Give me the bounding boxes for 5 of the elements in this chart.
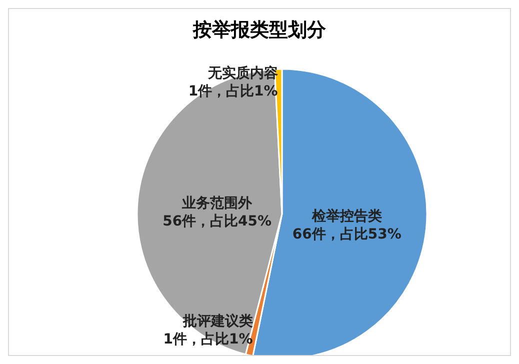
data-label: 66件，占比53%	[292, 226, 402, 243]
slice-label: 业务范围外	[181, 195, 254, 212]
chart-title: 按举报类型划分	[192, 18, 327, 43]
data-label: 56件，占比45%	[162, 213, 272, 230]
slice-label: 检举控告类	[310, 208, 382, 225]
